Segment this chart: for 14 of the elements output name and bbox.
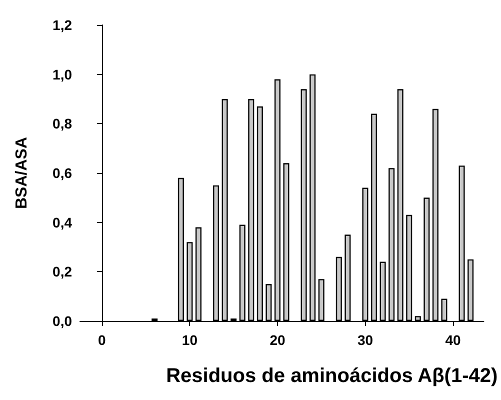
y-tick-label: 0,2 [52,264,72,280]
x-tick-label: 30 [357,332,374,348]
x-tick-label: 0 [98,332,106,348]
y-tick-label: 0,4 [52,214,72,230]
y-tick-label: 0,0 [52,313,72,329]
y-tick-label: 0,6 [52,165,72,181]
y-tick-label: 1,0 [52,66,72,82]
y-tick-label: 1,2 [52,17,72,33]
x-tick-label: 40 [445,332,461,348]
x-axis-title: Residuos de aminoácidos Aβ(1-42) [166,365,498,387]
x-tick-label: 10 [182,332,198,348]
x-tick-label: 20 [270,332,286,348]
y-tick-label: 0,8 [52,116,72,132]
y-axis-title: BSA/ASA [14,136,30,210]
